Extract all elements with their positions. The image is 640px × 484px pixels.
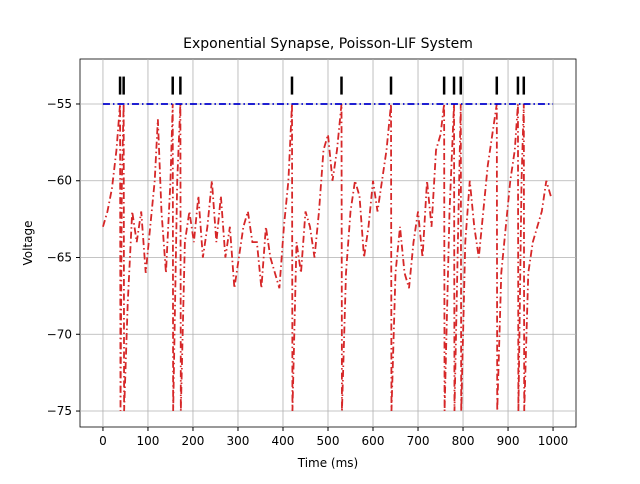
voltage-line: [102, 103, 552, 412]
x-tick-label: 300: [227, 434, 250, 448]
y-tick-label: −75: [47, 404, 72, 418]
x-tick-label: 0: [99, 434, 107, 448]
x-tick-label: 100: [137, 434, 160, 448]
x-axis-label: Time (ms): [297, 456, 359, 470]
y-tick-label: −65: [47, 251, 72, 265]
y-tick-label: −60: [47, 174, 72, 188]
y-axis-label: Voltage: [21, 220, 35, 265]
y-tick-label: −70: [47, 327, 72, 341]
y-tick-label: −55: [47, 97, 72, 111]
x-tick-label: 700: [407, 434, 430, 448]
x-tick-label: 600: [362, 434, 385, 448]
x-tick-label: 1000: [538, 434, 569, 448]
x-tick-label: 800: [452, 434, 475, 448]
x-tick-label: 400: [272, 434, 295, 448]
chart-title: Exponential Synapse, Poisson-LIF System: [183, 36, 473, 52]
x-tick-label: 900: [497, 434, 520, 448]
x-tick-label: 200: [182, 434, 205, 448]
x-tick-label: 500: [317, 434, 340, 448]
